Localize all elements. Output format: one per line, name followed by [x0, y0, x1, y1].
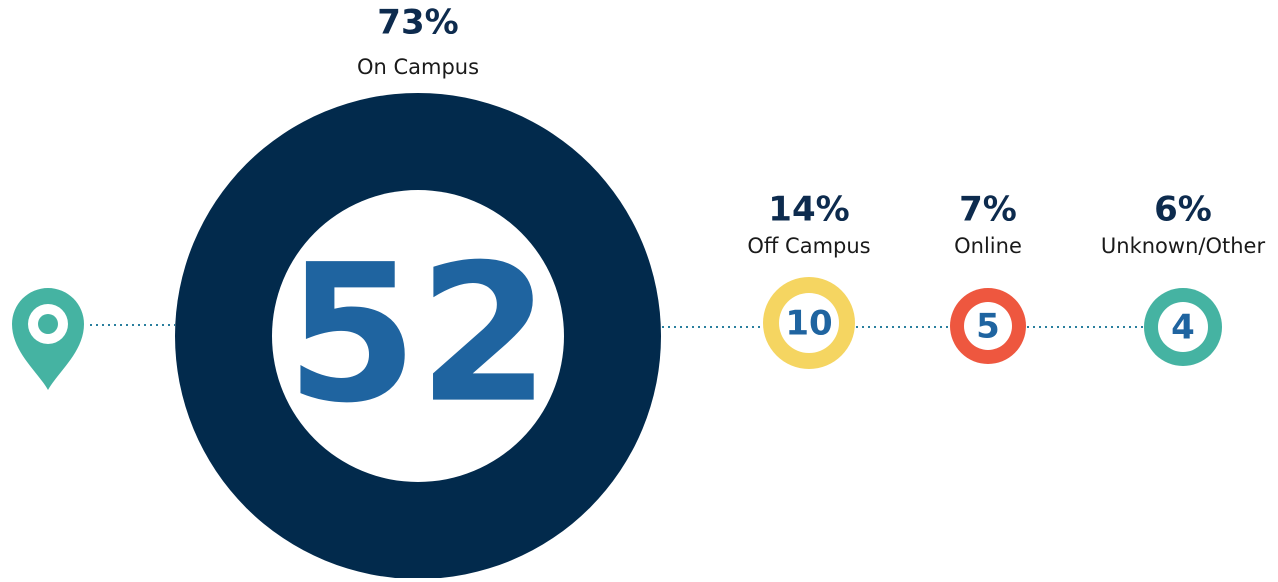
percent: 7% [959, 190, 1017, 230]
location-pin [12, 288, 84, 390]
count: 10 [785, 304, 832, 344]
percent: 14% [768, 190, 849, 230]
connectors [90, 324, 1144, 328]
ring-center [1158, 302, 1208, 352]
label: On Campus [357, 55, 479, 79]
ring-center [964, 302, 1012, 350]
label: Online [954, 234, 1022, 258]
count: 5 [976, 307, 1000, 347]
location-item: 52 73% On Campus [175, 3, 661, 579]
pin-dot [38, 314, 58, 334]
percent: 6% [1154, 190, 1212, 230]
count: 4 [1171, 308, 1195, 348]
location-item: 10 14% Off Campus [747, 190, 871, 369]
location-item: 5 7% Online [950, 190, 1026, 364]
location-item: 4 6% Unknown/Other [1101, 190, 1266, 366]
ring-center [779, 293, 839, 353]
label: Unknown/Other [1101, 234, 1266, 258]
percent: 73% [377, 3, 458, 43]
count: 52 [286, 224, 550, 445]
ring-center [272, 190, 564, 482]
label: Off Campus [747, 234, 870, 258]
